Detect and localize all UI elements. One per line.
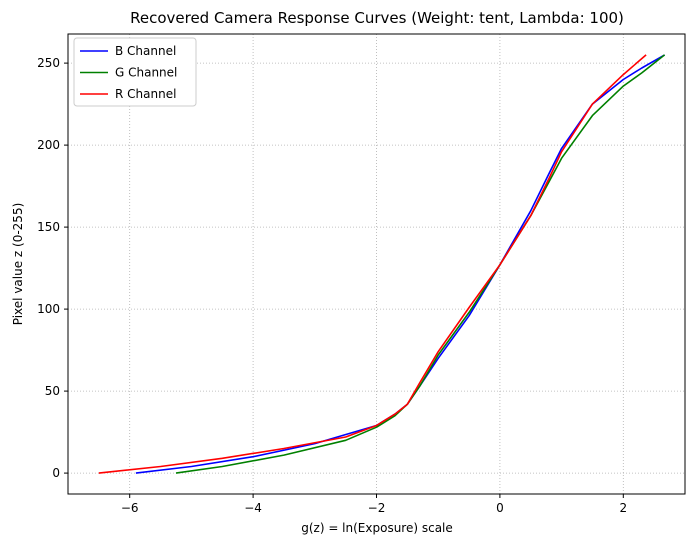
x-tick-label: −4	[244, 501, 262, 515]
x-tick-label: −2	[368, 501, 386, 515]
series-line-r-channel	[98, 54, 647, 474]
axis-ticks: −6 −4 −2 0 2 0 50 100 150 200 250	[37, 56, 627, 515]
legend-label: R Channel	[115, 87, 176, 101]
y-tick-label: 100	[37, 302, 60, 316]
y-axis-label: Pixel value z (0-255)	[11, 203, 25, 326]
y-tick-label: 250	[37, 56, 60, 70]
series-lines	[98, 54, 666, 474]
x-tick-label: 2	[619, 501, 627, 515]
y-tick-label: 200	[37, 138, 60, 152]
x-tick-label: −6	[121, 501, 139, 515]
series-line-g-channel	[175, 54, 666, 474]
legend-label: B Channel	[115, 44, 176, 58]
x-tick-label: 0	[496, 501, 504, 515]
legend-label: G Channel	[115, 66, 177, 80]
x-axis-label: g(z) = ln(Exposure) scale	[301, 521, 453, 535]
y-tick-label: 0	[52, 466, 60, 480]
y-tick-label: 150	[37, 220, 60, 234]
legend: B Channel G Channel R Channel	[73, 37, 197, 107]
y-tick-label: 50	[45, 384, 60, 398]
legend-box	[73, 37, 197, 107]
chart-title: Recovered Camera Response Curves (Weight…	[130, 9, 624, 27]
